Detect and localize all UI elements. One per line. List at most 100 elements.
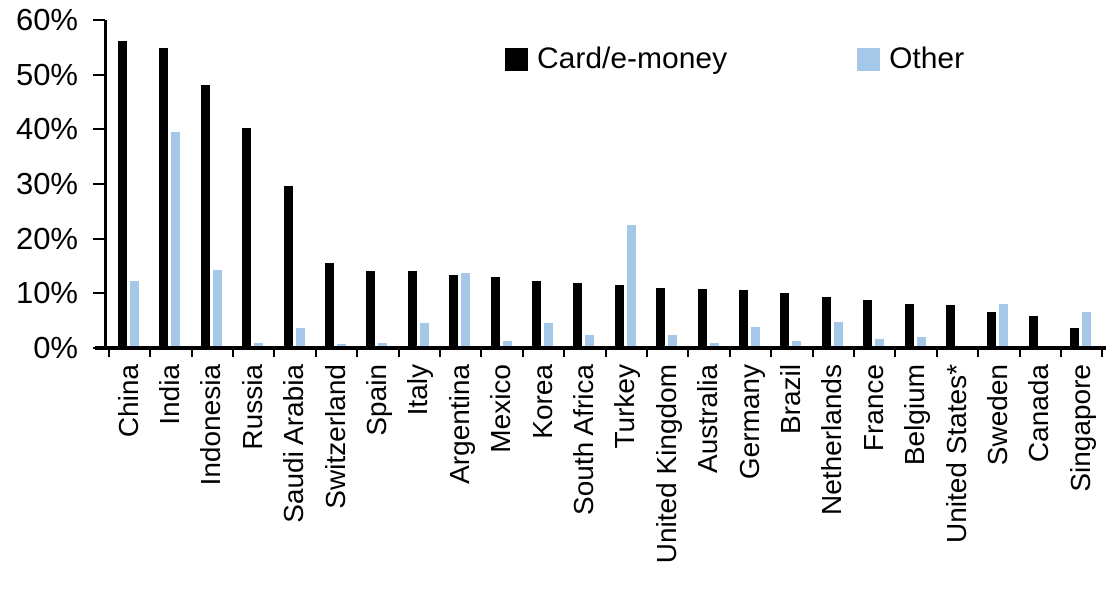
x-label-germany: Germany: [733, 364, 765, 480]
x-boundary-tick: [687, 350, 690, 357]
y-tick-20: [93, 237, 105, 240]
legend-item-card-e-money: Card/e-money: [505, 42, 727, 76]
x-label-india: India: [153, 364, 185, 425]
bar-card-e-money-russia: [242, 127, 252, 348]
y-tick-50: [93, 73, 105, 76]
x-boundary-tick: [1060, 350, 1062, 357]
bar-card-e-money-france: [863, 300, 873, 348]
x-boundary-tick: [397, 350, 400, 357]
x-boundary-tick: [314, 350, 317, 357]
x-boundary-tick: [563, 350, 566, 357]
x-label-switzerland: Switzerland: [319, 364, 351, 509]
x-label-argentina: Argentina: [443, 364, 475, 484]
legend-label-other: Other: [889, 42, 965, 75]
bar-card-e-money-singapore: [1070, 327, 1080, 348]
x-boundary-tick: [977, 350, 980, 357]
bar-card-e-money-turkey: [614, 284, 624, 348]
x-label-brazil: Brazil: [774, 364, 806, 435]
x-boundary-tick: [232, 350, 234, 357]
bar-card-e-money-korea: [532, 281, 541, 348]
x-label-united-kingdom: United Kingdom: [650, 364, 682, 564]
x-boundary-tick: [728, 350, 731, 357]
x-label-spain: Spain: [360, 364, 392, 436]
x-boundary-tick: [935, 350, 938, 357]
x-boundary-tick: [439, 350, 441, 357]
bar-card-e-money-saudi-arabia: [283, 185, 293, 348]
bar-other-south-africa: [585, 334, 595, 348]
x-boundary-tick: [273, 350, 276, 357]
bar-card-e-money-argentina: [449, 274, 459, 348]
bar-card-e-money-united-kingdom: [656, 287, 666, 348]
x-boundary-tick: [107, 350, 110, 357]
bar-card-e-money-indonesia: [200, 84, 210, 348]
x-label-australia: Australia: [692, 364, 724, 473]
x-boundary-tick: [149, 350, 152, 357]
y-tick-label-30: 30%: [15, 166, 78, 201]
bar-other-turkey: [626, 225, 636, 348]
x-label-korea: Korea: [526, 364, 558, 439]
y-tick-label-50: 50%: [15, 56, 78, 92]
bar-card-e-money-spain: [366, 271, 376, 348]
x-boundary-tick: [853, 350, 855, 357]
bar-card-e-money-belgium: [904, 303, 914, 348]
x-boundary-tick: [521, 350, 524, 357]
y-tick-label-20: 20%: [15, 220, 78, 256]
bar-other-netherlands: [833, 321, 843, 348]
x-boundary-tick: [480, 350, 483, 357]
bar-other-sweden: [999, 304, 1009, 348]
y-tick-30: [93, 183, 105, 185]
bar-other-brazil: [792, 341, 802, 348]
bar-other-australia: [709, 342, 719, 348]
y-tick-label-10: 10%: [15, 275, 78, 311]
x-label-south-africa: South Africa: [567, 364, 599, 515]
y-tick-10: [93, 292, 105, 295]
bar-other-indonesia: [212, 269, 222, 348]
x-label-turkey: Turkey: [609, 364, 641, 449]
bar-other-korea: [544, 323, 553, 348]
bar-other-spain: [378, 343, 388, 348]
bar-other-united-kingdom: [668, 334, 678, 348]
bar-other-france: [875, 339, 885, 348]
y-tick-label-0: 0%: [33, 330, 78, 365]
bar-other-russia: [254, 343, 264, 348]
y-tick-60: [93, 19, 105, 21]
bar-card-e-money-sweden: [987, 312, 997, 348]
bar-card-e-money-brazil: [780, 293, 790, 348]
x-label-mexico: Mexico: [485, 364, 517, 453]
y-axis-line: [104, 20, 107, 348]
x-boundary-tick: [604, 350, 607, 357]
bar-card-e-money-china: [118, 40, 127, 348]
bar-card-e-money-canada: [1028, 315, 1038, 348]
bar-card-e-money-germany: [739, 290, 748, 348]
bar-card-e-money-india: [159, 47, 169, 348]
x-boundary-tick: [770, 350, 773, 357]
legend-swatch-card-e-money: [505, 47, 528, 71]
bar-other-germany: [751, 326, 760, 348]
x-boundary-tick: [811, 350, 814, 357]
bar-card-e-money-netherlands: [821, 297, 831, 348]
x-label-sweden: Sweden: [981, 364, 1013, 466]
x-label-canada: Canada: [1023, 364, 1055, 463]
x-label-indonesia: Indonesia: [195, 364, 227, 486]
bar-card-e-money-mexico: [490, 277, 500, 348]
x-label-united-states: United States*: [940, 364, 972, 543]
x-boundary-tick: [894, 350, 897, 357]
x-label-singapore: Singapore: [1064, 364, 1096, 492]
bar-other-china: [130, 281, 139, 348]
bar-other-mexico: [502, 340, 512, 348]
x-boundary-tick: [646, 350, 648, 357]
bar-card-e-money-australia: [697, 288, 707, 348]
x-label-belgium: Belgium: [899, 364, 931, 466]
x-axis-line: [95, 346, 1106, 350]
bar-card-e-money-united-states: [946, 305, 955, 348]
x-label-italy: Italy: [402, 364, 434, 416]
x-label-france: France: [857, 364, 889, 452]
x-boundary-tick: [1018, 350, 1021, 357]
x-label-netherlands: Netherlands: [816, 364, 848, 515]
x-label-china: China: [112, 364, 144, 438]
bar-other-argentina: [461, 272, 471, 348]
legend-item-other: Other: [857, 42, 964, 76]
x-boundary-tick: [190, 350, 193, 357]
bar-other-india: [171, 131, 181, 348]
